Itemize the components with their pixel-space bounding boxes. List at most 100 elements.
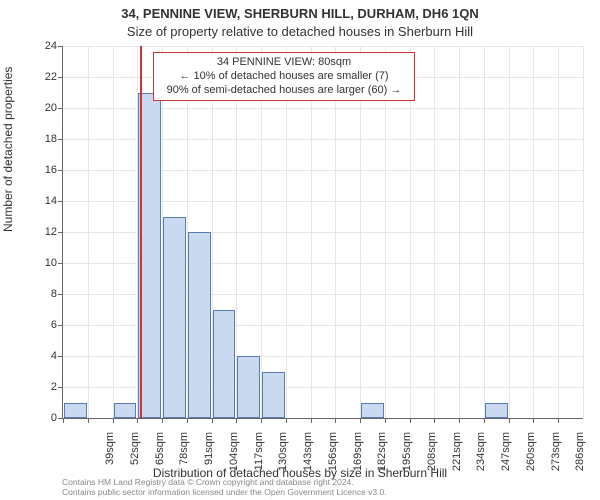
gridline-vertical — [410, 46, 411, 418]
x-tick-mark — [558, 418, 559, 423]
y-tick-mark — [58, 170, 63, 171]
gridline-vertical — [583, 46, 584, 418]
x-tick-label: 273sqm — [550, 432, 562, 482]
histogram-bar — [237, 356, 260, 418]
histogram-bar — [163, 217, 186, 419]
y-tick-label: 6 — [27, 319, 57, 331]
plot-area: 34 PENNINE VIEW: 80sqm ← 10% of detached… — [62, 46, 583, 419]
chart-title-line1: 34, PENNINE VIEW, SHERBURN HILL, DURHAM,… — [0, 6, 600, 21]
x-tick-label: 247sqm — [500, 432, 512, 482]
gridline-vertical — [88, 46, 89, 418]
x-tick-mark — [212, 418, 213, 423]
gridline-vertical — [286, 46, 287, 418]
histogram-bar — [64, 403, 87, 419]
y-tick-label: 18 — [27, 133, 57, 145]
y-tick-label: 4 — [27, 350, 57, 362]
y-tick-mark — [58, 46, 63, 47]
y-tick-mark — [58, 77, 63, 78]
x-tick-label: 117sqm — [253, 432, 265, 482]
gridline-vertical — [360, 46, 361, 418]
x-tick-label: 104sqm — [228, 432, 240, 482]
y-tick-label: 0 — [27, 412, 57, 424]
y-tick-label: 10 — [27, 257, 57, 269]
x-tick-label: 130sqm — [277, 432, 289, 482]
x-tick-mark — [88, 418, 89, 423]
x-tick-mark — [286, 418, 287, 423]
annotation-box: 34 PENNINE VIEW: 80sqm ← 10% of detached… — [153, 52, 415, 101]
y-tick-mark — [58, 387, 63, 388]
x-tick-label: 221sqm — [451, 432, 463, 482]
gridline-vertical — [558, 46, 559, 418]
chart-title-line2: Size of property relative to detached ho… — [0, 24, 600, 39]
x-tick-label: 286sqm — [574, 432, 586, 482]
x-tick-label: 156sqm — [327, 432, 339, 482]
x-tick-label: 260sqm — [525, 432, 537, 482]
x-tick-mark — [509, 418, 510, 423]
x-tick-label: 39sqm — [104, 432, 116, 482]
x-tick-label: 234sqm — [475, 432, 487, 482]
x-tick-mark — [113, 418, 114, 423]
y-tick-mark — [58, 108, 63, 109]
x-tick-label: 52sqm — [129, 432, 141, 482]
gridline-vertical — [459, 46, 460, 418]
gridline-vertical — [434, 46, 435, 418]
y-tick-label: 8 — [27, 288, 57, 300]
annotation-line2: ← 10% of detached houses are smaller (7) — [160, 70, 408, 84]
x-tick-mark — [137, 418, 138, 423]
y-tick-label: 16 — [27, 164, 57, 176]
chart-container: 34, PENNINE VIEW, SHERBURN HILL, DURHAM,… — [0, 0, 600, 500]
gridline-vertical — [385, 46, 386, 418]
histogram-bar — [188, 232, 211, 418]
x-tick-label: 143sqm — [302, 432, 314, 482]
annotation-line1: 34 PENNINE VIEW: 80sqm — [160, 56, 408, 70]
y-tick-mark — [58, 325, 63, 326]
y-tick-mark — [58, 294, 63, 295]
y-tick-label: 12 — [27, 226, 57, 238]
y-tick-mark — [58, 201, 63, 202]
x-tick-label: 78sqm — [178, 432, 190, 482]
x-tick-mark — [484, 418, 485, 423]
y-tick-label: 2 — [27, 381, 57, 393]
y-axis-label: Number of detached properties — [1, 67, 15, 232]
x-tick-label: 169sqm — [352, 432, 364, 482]
histogram-bar — [262, 372, 285, 419]
x-tick-mark — [261, 418, 262, 423]
x-tick-label: 65sqm — [154, 432, 166, 482]
x-tick-mark — [459, 418, 460, 423]
annotation-line3: 90% of semi-detached houses are larger (… — [160, 84, 408, 98]
gridline-vertical — [113, 46, 114, 418]
x-tick-label: 195sqm — [401, 432, 413, 482]
x-tick-label: 208sqm — [426, 432, 438, 482]
x-tick-mark — [236, 418, 237, 423]
y-tick-label: 24 — [27, 40, 57, 52]
gridline-vertical — [335, 46, 336, 418]
gridline-vertical — [261, 46, 262, 418]
gridline-vertical — [311, 46, 312, 418]
y-tick-label: 14 — [27, 195, 57, 207]
x-tick-label: 182sqm — [376, 432, 388, 482]
x-tick-mark — [385, 418, 386, 423]
x-tick-mark — [360, 418, 361, 423]
y-tick-label: 20 — [27, 102, 57, 114]
gridline-vertical — [509, 46, 510, 418]
x-tick-mark — [335, 418, 336, 423]
gridline-vertical — [533, 46, 534, 418]
x-tick-mark — [434, 418, 435, 423]
y-tick-label: 22 — [27, 71, 57, 83]
y-tick-mark — [58, 232, 63, 233]
gridline-vertical — [484, 46, 485, 418]
histogram-bar — [213, 310, 236, 419]
highlight-marker-line — [140, 46, 142, 418]
y-tick-mark — [58, 139, 63, 140]
x-tick-mark — [162, 418, 163, 423]
histogram-bar — [485, 403, 508, 419]
x-tick-mark — [533, 418, 534, 423]
x-tick-mark — [63, 418, 64, 423]
y-tick-mark — [58, 263, 63, 264]
x-tick-mark — [410, 418, 411, 423]
y-tick-mark — [58, 356, 63, 357]
x-tick-label: 91sqm — [203, 432, 215, 482]
footer-line2: Contains public sector information licen… — [62, 488, 387, 498]
histogram-bar — [114, 403, 137, 419]
histogram-bar — [361, 403, 384, 419]
